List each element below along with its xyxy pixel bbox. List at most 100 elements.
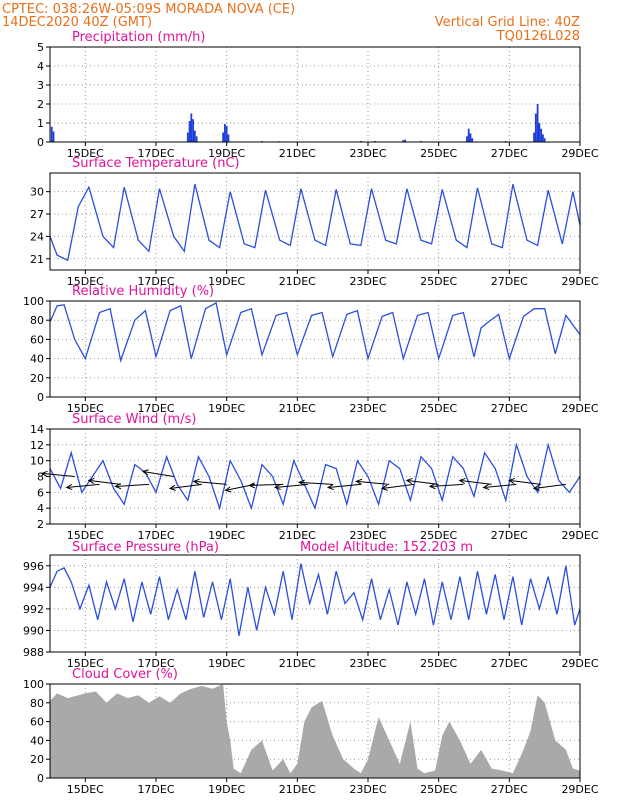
header-run-time: 14DEC2020 40Z (GMT) [2, 15, 152, 30]
pressure-xtick-label: 27DEC [491, 657, 528, 670]
precipitation-bar [533, 132, 535, 142]
precipitation-panel: Precipitation (mm/h) 0 1 2 3 4 5 15DEC 17DEC 19DE… [37, 30, 599, 160]
pressure-ytick-label: 992 [23, 603, 44, 616]
pressure-ytick-label: 990 [23, 624, 44, 637]
wind-arrow-head [114, 483, 122, 490]
wind-xtick-label: 15DEC [67, 529, 104, 542]
temperature-frame [49, 172, 581, 271]
temperature-xtick-label: 27DEC [491, 275, 528, 288]
wind-panel: Surface Wind (m/s) 2 4 6 8 10 12 14 15DEC 17DEC 19… [30, 412, 599, 542]
precipitation-xtick-label: 23DEC [349, 147, 386, 160]
cloud-area [50, 684, 580, 778]
precipitation-bar [224, 123, 226, 142]
wind-arrow-shaft [41, 472, 75, 477]
wind-arrow-head [40, 470, 48, 477]
cloud-ytick-label: 40 [30, 734, 44, 747]
precipitation-ytick-label: 4 [37, 60, 44, 73]
wind-xtick-label: 25DEC [420, 529, 457, 542]
temperature-panel: Surface Temperature (nC) 21 24 27 30 15DEC 17D… [30, 156, 599, 288]
precipitation-bar [543, 138, 546, 142]
wind-arrow-shaft [381, 483, 414, 489]
temperature-ytick-label: 21 [30, 253, 44, 266]
cloud-xtick-label: 17DEC [137, 783, 174, 796]
precipitation-xtick-label: 17DEC [137, 147, 174, 160]
humidity-xtick-label: 21DEC [279, 402, 316, 415]
precipitation-bar [227, 134, 230, 142]
precipitation-bar [402, 140, 405, 142]
humidity-ytick-label: 20 [30, 372, 44, 385]
wind-arrow-head [248, 482, 256, 489]
pressure-xtick-label: 25DEC [420, 657, 457, 670]
humidity-ytick-label: 100 [23, 295, 44, 308]
precipitation-bar [225, 125, 228, 142]
temperature-xtick-label: 21DEC [279, 275, 316, 288]
pressure-panel: Surface Pressure (hPa) Model Altitude: 15… [23, 540, 599, 670]
precipitation-ytick-label: 3 [37, 79, 44, 92]
wind-arrow-head [192, 478, 200, 485]
precipitation-xtick-label: 29DEC [561, 147, 598, 160]
wind-series-line [49, 442, 581, 511]
cloud-ytick-label: 100 [23, 678, 44, 691]
cloud-xtick-label: 21DEC [279, 783, 316, 796]
pressure-ytick-label: 988 [23, 646, 44, 659]
precipitation-bar [469, 133, 472, 142]
precipitation-xtick-label: 25DEC [420, 147, 457, 160]
wind-arrow-shaft [429, 483, 464, 487]
wind-arrow-shaft [483, 483, 517, 488]
pressure-series-line [49, 563, 581, 636]
header-model-code: TQ0126L028 [496, 29, 580, 44]
pressure-xtick-label: 15DEC [67, 657, 104, 670]
cloud-xtick-label: 19DEC [208, 783, 245, 796]
wind-title: Surface Wind (m/s) [72, 412, 196, 427]
wind-arrow-head [380, 484, 388, 491]
wind-arrow-shaft [509, 479, 542, 485]
wind-arrow-head [508, 477, 516, 485]
humidity-xtick-label: 17DEC [137, 402, 174, 415]
wind-arrow-shaft [115, 483, 149, 487]
wind-arrow-head [532, 484, 540, 491]
wind-arrow-head [65, 483, 73, 491]
cloud-title: Cloud Cover (%) [72, 667, 178, 682]
wind-xtick-label: 27DEC [491, 529, 528, 542]
precipitation-bar [188, 121, 191, 142]
humidity-ytick-label: 0 [37, 391, 44, 404]
humidity-panel: Relative Humidity (%) 0 20 40 60 80 100 15DEC 17… [23, 284, 599, 415]
temperature-title: Surface Temperature (nC) [72, 156, 240, 171]
wind-ytick-label: 8 [37, 471, 44, 484]
humidity-xtick-label: 25DEC [420, 402, 457, 415]
precipitation-bar [536, 104, 539, 142]
wind-ytick-label: 10 [30, 455, 44, 468]
cloud-ytick-label: 80 [30, 697, 44, 710]
wind-arrow-shaft [406, 479, 439, 485]
wind-arrow-shaft [299, 481, 333, 485]
precipitation-ytick-label: 0 [37, 136, 44, 149]
precipitation-bar [404, 139, 406, 142]
cloud-xtick-label: 23DEC [349, 783, 386, 796]
precipitation-bar [534, 113, 537, 142]
wind-xtick-label: 17DEC [137, 529, 174, 542]
wind-ytick-label: 4 [37, 502, 44, 515]
cloud-xtick-label: 25DEC [420, 783, 457, 796]
pressure-xtick-label: 21DEC [279, 657, 316, 670]
precipitation-bar [466, 136, 468, 142]
wind-ytick-label: 12 [30, 439, 44, 452]
wind-arrow-head [141, 469, 149, 476]
wind-arrow-head [355, 478, 363, 485]
pressure-annotation: Model Altitude: 152.203 m [300, 540, 473, 555]
wind-xtick-label: 23DEC [349, 529, 386, 542]
pressure-xtick-label: 17DEC [137, 657, 174, 670]
wind-arrow-shaft [142, 470, 174, 477]
precipitation-ytick-label: 1 [37, 117, 44, 130]
humidity-ytick-label: 60 [30, 333, 44, 346]
wind-xtick-label: 29DEC [561, 529, 598, 542]
wind-arrow-shaft [328, 483, 361, 488]
wind-arrow-head [224, 486, 232, 493]
precipitation-xtick-label: 27DEC [491, 147, 528, 160]
temperature-xtick-label: 29DEC [561, 275, 598, 288]
cloud-ytick-label: 60 [30, 716, 44, 729]
humidity-xtick-label: 27DEC [491, 402, 528, 415]
cloud-xtick-label: 27DEC [491, 783, 528, 796]
cloud-frame [49, 683, 581, 779]
wind-arrow-shaft [66, 483, 100, 488]
